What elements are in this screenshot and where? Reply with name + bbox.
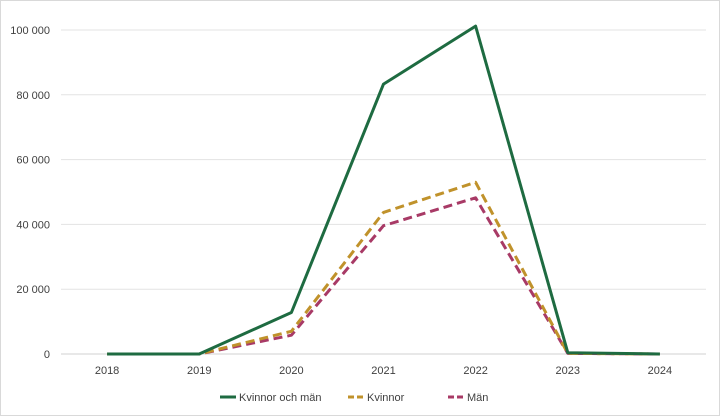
x-tick-label: 2020: [279, 365, 303, 377]
x-tick-label: 2024: [648, 365, 672, 377]
x-tick-label: 2023: [556, 365, 580, 377]
series-line: [107, 24, 660, 356]
y-tick-label: 60 000: [16, 155, 50, 167]
legend-label: Kvinnor och män: [239, 392, 322, 404]
legend-label: Män: [467, 392, 488, 404]
y-tick-label: 100 000: [10, 25, 50, 37]
gridlines: [61, 29, 706, 355]
series-line: [107, 180, 660, 356]
x-tick-label: 2018: [95, 365, 119, 377]
y-tick-label: 40 000: [16, 219, 50, 231]
x-tick-label: 2021: [371, 365, 395, 377]
series-line: [107, 196, 660, 356]
y-tick-label: 80 000: [16, 90, 50, 102]
y-tick-label: 0: [44, 349, 50, 361]
legend-label: Kvinnor: [367, 392, 405, 404]
series-lines: [107, 24, 660, 356]
x-tick-label: 2022: [463, 365, 487, 377]
y-tick-label: 20 000: [16, 284, 50, 296]
axes: 0 20 000 40 000 60 000 80 000 100 000 2018 2019…: [10, 25, 672, 377]
x-tick-label: 2019: [187, 365, 211, 377]
legend: Kvinnor och män Kvinnor Män: [220, 392, 488, 404]
